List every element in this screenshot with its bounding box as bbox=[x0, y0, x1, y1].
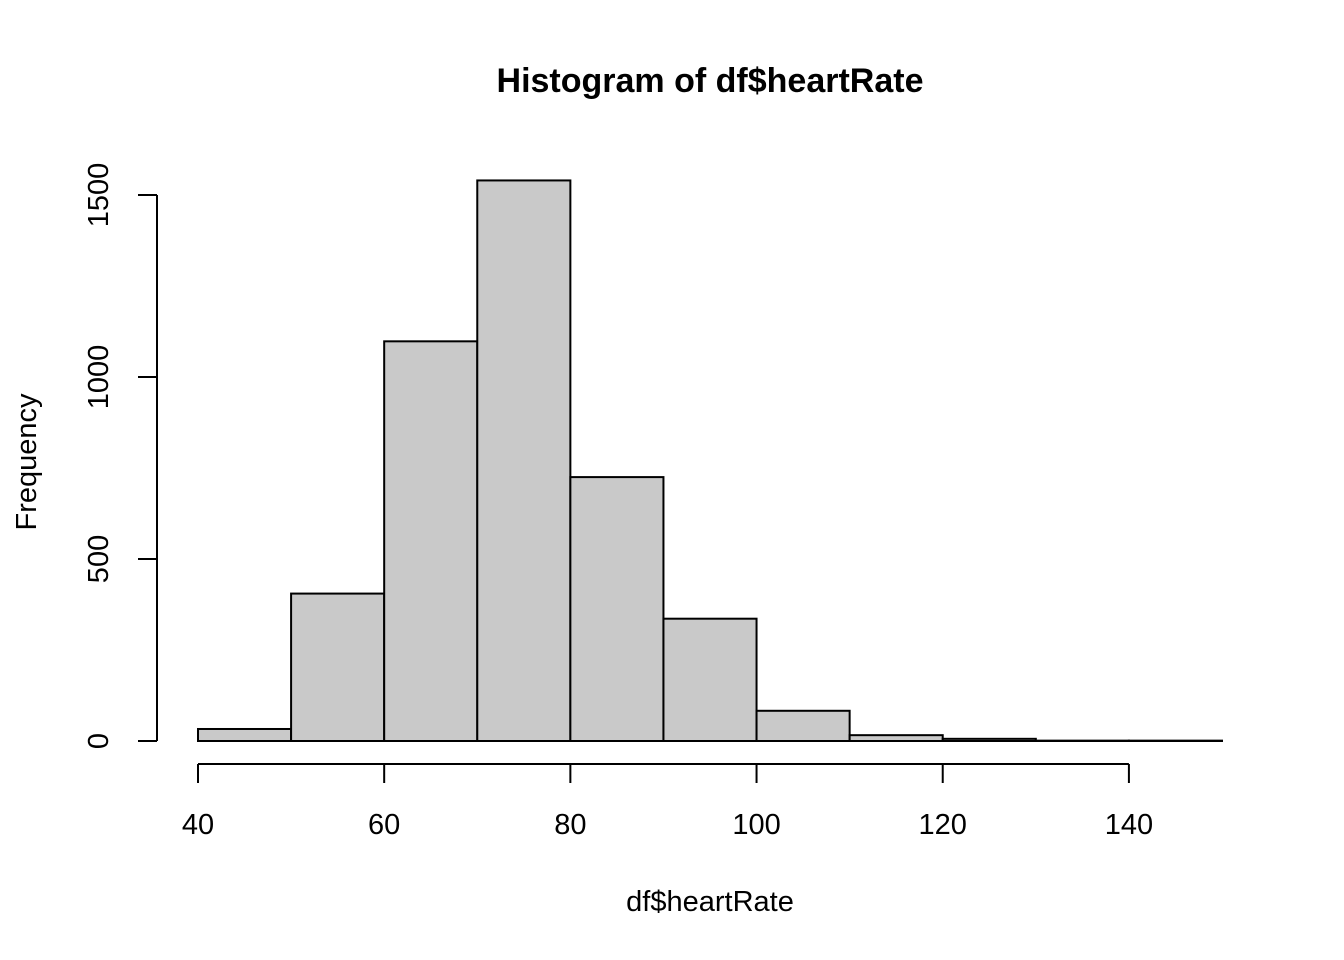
histogram-bar-100-110 bbox=[755, 709, 851, 743]
histogram-bar-40-50 bbox=[197, 727, 293, 742]
y-axis-label: Frequency bbox=[11, 393, 43, 531]
x-tick-label-40: 40 bbox=[182, 809, 214, 841]
y-axis: 0 500 1000 1500 bbox=[83, 163, 158, 749]
histogram-bar-90-100 bbox=[662, 617, 758, 742]
x-tick-label-140: 140 bbox=[1105, 809, 1153, 841]
histogram-bar-60-70 bbox=[383, 340, 479, 742]
x-axis: 40 60 80 100 120 140 bbox=[182, 763, 1153, 841]
histogram-bar-70-80 bbox=[476, 179, 572, 742]
x-axis-label: df$heartRate bbox=[626, 886, 794, 918]
y-tick-label-500: 500 bbox=[83, 535, 115, 583]
y-tick-label-1000: 1000 bbox=[83, 345, 115, 410]
x-tick-label-80: 80 bbox=[554, 809, 586, 841]
x-tick-label-100: 100 bbox=[732, 809, 780, 841]
x-tick-label-120: 120 bbox=[919, 809, 967, 841]
histogram-bar-80-90 bbox=[569, 476, 665, 742]
y-tick-label-0: 0 bbox=[83, 733, 115, 749]
bars-group bbox=[197, 179, 1223, 743]
histogram-bar-120-130 bbox=[941, 737, 1037, 742]
y-tick-label-1500: 1500 bbox=[83, 163, 115, 228]
histogram-bar-50-60 bbox=[290, 592, 386, 743]
histogram-bar-110-120 bbox=[848, 734, 944, 743]
x-tick-label-60: 60 bbox=[368, 809, 400, 841]
chart-title: Histogram of df$heartRate bbox=[497, 62, 924, 100]
